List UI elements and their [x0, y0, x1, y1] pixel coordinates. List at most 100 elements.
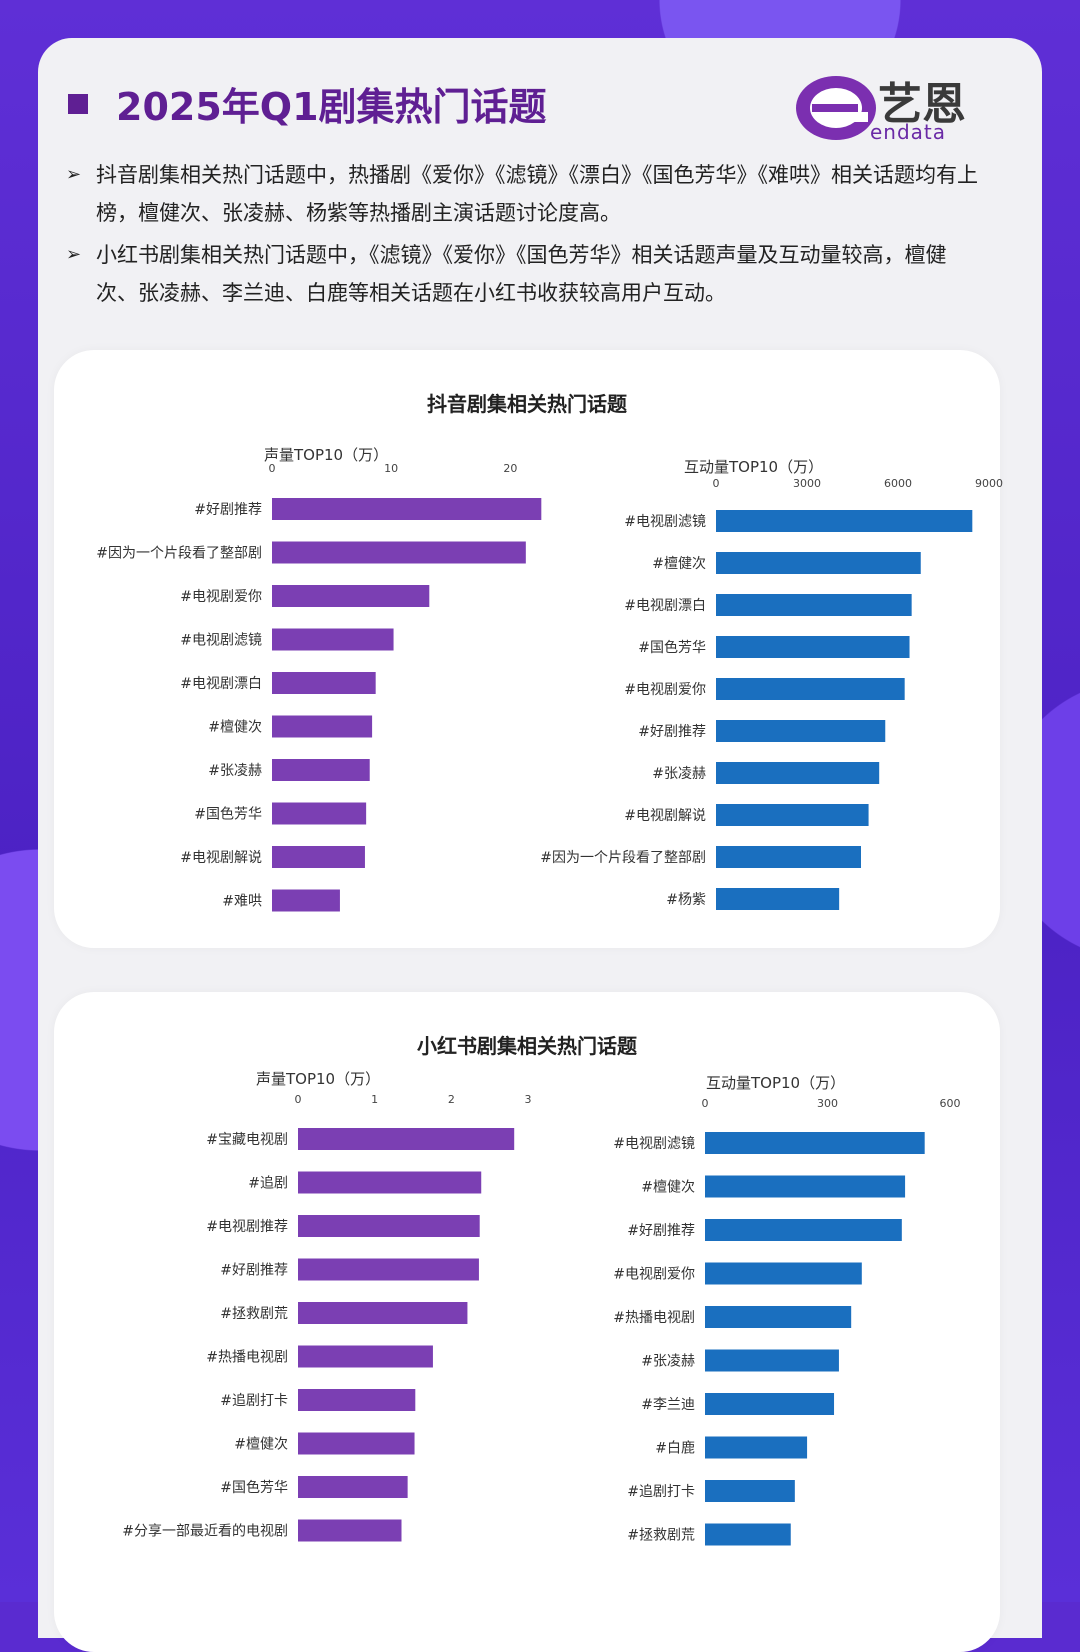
xhs-interaction-category-label: #电视剧爱你 [613, 1267, 695, 1283]
xhs-volume-bar [298, 1432, 415, 1455]
douyin-volume-bar [272, 585, 430, 607]
douyin-volume-bar [272, 759, 370, 781]
logo-chinese: 艺恩 [878, 79, 966, 130]
xhs-interaction-bar [705, 1132, 925, 1154]
xhs-volume-category-label: #热播电视剧 [206, 1350, 288, 1366]
bullet-text: 抖音剧集相关热门话题中，热播剧《爱你》《滤镜》《漂白》《国色芳华》《难哄》相关话… [96, 163, 978, 225]
summary-bullet: ➢ 抖音剧集相关热门话题中，热播剧《爱你》《滤镜》《漂白》《国色芳华》《难哄》相… [66, 156, 986, 232]
xhs-interaction-bar [705, 1306, 852, 1328]
endata-logo-icon [796, 76, 876, 140]
douyin-interaction-bar [716, 888, 840, 910]
xhs-interaction-category-label: #热播电视剧 [613, 1310, 695, 1326]
douyin-interaction-bar [716, 552, 921, 574]
xhs-volume-tick-label: 1 [371, 1093, 378, 1106]
xhs-interaction-category-label: #好剧推荐 [627, 1223, 695, 1239]
douyin-interaction-category-label: #好剧推荐 [638, 724, 706, 740]
summary-bullet: ➢ 小红书剧集相关热门话题中，《滤镜》《爱你》《国色芳华》相关话题声量及互动量较… [66, 236, 986, 312]
xhs-interaction-bar [705, 1349, 839, 1372]
douyin-interaction-category-label: #因为一个片段看了整部剧 [540, 850, 706, 866]
douyin-volume-chart: 0 10 20 #好剧推荐 #因为一个片段看了整部剧 #电视剧爱你 #电视剧滤镜 #电视剧漂白… [96, 462, 542, 912]
douyin-volume-category-label: #电视剧解说 [180, 850, 262, 866]
douyin-interaction-bar [716, 720, 886, 742]
xhs-volume-bar [298, 1171, 482, 1194]
douyin-interaction-category-label: #国色芳华 [638, 639, 706, 656]
douyin-volume-bar [272, 846, 365, 868]
douyin-volume-category-label: #国色芳华 [194, 806, 262, 823]
douyin-interaction-category-label: #张凌赫 [652, 766, 706, 782]
xhs-interaction-bar [705, 1219, 902, 1241]
xhs-volume-bar [298, 1389, 416, 1411]
arrow-icon: ➢ [66, 244, 82, 265]
xhs-interaction-bar [705, 1175, 906, 1198]
douyin-volume-category-label: #电视剧爱你 [180, 589, 262, 605]
xhs-volume-category-label: #分享一部最近看的电视剧 [122, 1523, 288, 1540]
douyin-volume-category-label: #难哄 [222, 894, 262, 910]
douyin-volume-tick-label: 20 [503, 462, 517, 475]
douyin-volume-category-label: #电视剧滤镜 [180, 633, 262, 649]
douyin-interaction-category-label: #电视剧滤镜 [624, 514, 706, 530]
douyin-volume-category-label: #因为一个片段看了整部剧 [96, 546, 262, 562]
douyin-volume-category-label: #檀健次 [208, 719, 262, 736]
douyin-interaction-category-label: #杨紫 [666, 892, 706, 908]
douyin-volume-bar [272, 498, 542, 520]
page-title: 2025年Q1剧集热门话题 [116, 85, 547, 129]
douyin-volume-tick-label: 0 [269, 462, 276, 475]
douyin-interaction-tick-label: 0 [713, 477, 720, 490]
xhs-interaction-bar [705, 1393, 835, 1415]
xhs-interaction-bar [705, 1480, 795, 1502]
douyin-interaction-bar [716, 804, 869, 826]
xhs-interaction-tick-label: 0 [702, 1097, 709, 1110]
xhs-volume-category-label: #电视剧推荐 [206, 1219, 288, 1235]
xhs-interaction-category-label: #白鹿 [655, 1440, 695, 1457]
xhs-interaction-chart: 0 300 600 #电视剧滤镜 #檀健次 #好剧推荐 #电视剧爱你 #热播电视剧 #张凌赫 #李… [613, 1097, 961, 1546]
xhs-volume-bar [298, 1519, 402, 1542]
douyin-volume-category-label: #电视剧漂白 [180, 676, 262, 692]
douyin-interaction-chart: 0 3000 6000 9000 #电视剧滤镜 #檀健次 #电视剧漂白 #国色芳华 #电视剧爱你… [540, 477, 1003, 910]
xhs-interaction-category-label: #拯救剧荒 [627, 1528, 695, 1544]
douyin-volume-tick-label: 10 [384, 462, 398, 475]
douyin-interaction-bar [716, 846, 861, 868]
douyin-interaction-bar [716, 594, 912, 616]
douyin-interaction-category-label: #檀健次 [652, 555, 706, 572]
arrow-icon: ➢ [66, 164, 82, 185]
xhs-interaction-label: 互动量TOP10（万） [706, 1074, 846, 1092]
xhs-interaction-category-label: #檀健次 [641, 1179, 695, 1196]
douyin-interaction-bar [716, 762, 880, 784]
xhs-volume-category-label: #国色芳华 [220, 1479, 288, 1496]
xhs-interaction-category-label: #电视剧滤镜 [613, 1136, 695, 1152]
xhs-volume-bar [298, 1345, 433, 1368]
endata-logo: 艺恩 endata [794, 68, 990, 144]
xhs-interaction-category-label: #追剧打卡 [627, 1483, 695, 1500]
xhs-volume-tick-label: 3 [525, 1093, 532, 1106]
douyin-panel: 抖音剧集相关热门话题 声量TOP10（万） 互动量TOP10（万） 0 10 20 #… [54, 350, 1003, 948]
douyin-interaction-bar [716, 678, 905, 700]
douyin-interaction-bar [716, 510, 973, 532]
xhs-panel-title: 小红书剧集相关热门话题 [417, 1034, 637, 1058]
logo-english: endata [870, 120, 947, 144]
douyin-interaction-tick-label: 6000 [884, 477, 912, 490]
xhs-volume-bar [298, 1215, 480, 1237]
douyin-interaction-category-label: #电视剧漂白 [624, 598, 706, 614]
xhs-panel: 小红书剧集相关热门话题 声量TOP10（万） 互动量TOP10（万） 0 1 2 3 #… [54, 992, 1000, 1652]
douyin-panel-title: 抖音剧集相关热门话题 [427, 392, 627, 416]
douyin-volume-bar [272, 541, 526, 564]
xhs-volume-category-label: #宝藏电视剧 [206, 1132, 288, 1148]
douyin-volume-bar [272, 672, 376, 694]
xhs-volume-category-label: #追剧打卡 [220, 1392, 288, 1409]
xhs-volume-tick-label: 0 [295, 1093, 302, 1106]
douyin-interaction-category-label: #电视剧爱你 [624, 682, 706, 698]
xhs-volume-category-label: #好剧推荐 [220, 1263, 288, 1279]
summary-bullets: ➢ 抖音剧集相关热门话题中，热播剧《爱你》《滤镜》《漂白》《国色芳华》《难哄》相… [66, 156, 986, 316]
xhs-volume-bar [298, 1258, 479, 1281]
douyin-volume-bar [272, 889, 340, 912]
title-marker [68, 94, 88, 114]
report-card: 2025年Q1剧集热门话题 艺恩 endata ➢ 抖音剧集相关热门话题中，热播… [38, 38, 1042, 1652]
bullet-text: 小红书剧集相关热门话题中，《滤镜》《爱你》《国色芳华》相关话题声量及互动量较高，… [96, 243, 947, 305]
douyin-volume-category-label: #好剧推荐 [194, 502, 262, 518]
xhs-interaction-category-label: #张凌赫 [641, 1354, 695, 1370]
douyin-volume-category-label: #张凌赫 [208, 763, 262, 779]
douyin-volume-bar [272, 715, 373, 738]
douyin-interaction-bar [716, 636, 910, 658]
douyin-interaction-tick-label: 9000 [975, 477, 1003, 490]
douyin-interaction-category-label: #电视剧解说 [624, 808, 706, 824]
